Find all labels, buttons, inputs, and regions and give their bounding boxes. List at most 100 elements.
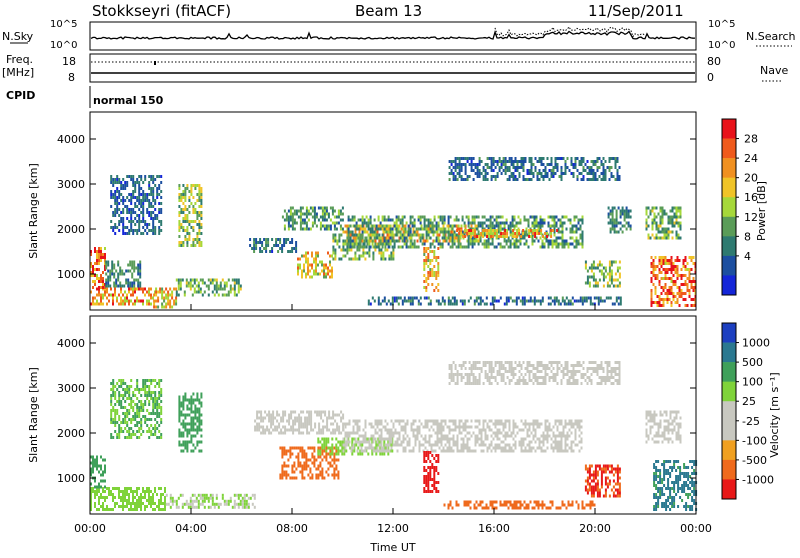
data-cell bbox=[520, 240, 522, 243]
data-cell bbox=[138, 391, 140, 394]
data-cell bbox=[617, 178, 619, 181]
colorbar-tick-label: 28 bbox=[744, 133, 758, 146]
data-cell bbox=[220, 288, 222, 291]
data-cell bbox=[591, 264, 593, 267]
data-cell bbox=[190, 402, 192, 405]
data-cell bbox=[364, 258, 366, 261]
data-cell bbox=[248, 506, 250, 509]
data-cell bbox=[409, 438, 411, 441]
data-cell bbox=[92, 471, 94, 474]
data-cell bbox=[144, 385, 146, 388]
data-cell bbox=[332, 411, 334, 414]
data-cell bbox=[117, 261, 119, 264]
data-cell bbox=[377, 441, 379, 444]
data-cell bbox=[295, 477, 297, 480]
data-cell bbox=[333, 447, 335, 450]
data-cell bbox=[194, 291, 196, 294]
data-cell bbox=[333, 453, 335, 456]
data-cell bbox=[122, 388, 124, 391]
data-cell bbox=[142, 490, 144, 493]
data-cell bbox=[453, 160, 455, 163]
data-cell bbox=[369, 441, 371, 444]
data-cell bbox=[557, 157, 559, 160]
data-cell bbox=[418, 228, 420, 231]
data-cell bbox=[490, 219, 492, 222]
data-cell bbox=[306, 417, 308, 420]
data-cell bbox=[548, 297, 550, 300]
data-cell bbox=[192, 279, 194, 282]
data-cell bbox=[465, 178, 467, 181]
data-cell bbox=[389, 441, 391, 444]
data-cell bbox=[330, 432, 332, 435]
data-cell bbox=[663, 289, 665, 292]
data-cell bbox=[681, 277, 683, 280]
data-cell bbox=[301, 273, 303, 276]
data-cell bbox=[270, 420, 272, 423]
data-cell bbox=[337, 477, 339, 480]
data-cell bbox=[375, 423, 377, 426]
data-cell bbox=[297, 273, 299, 276]
data-cell bbox=[486, 246, 488, 249]
data-cell bbox=[287, 465, 289, 468]
data-cell bbox=[294, 228, 296, 231]
data-cell bbox=[479, 163, 481, 166]
data-cell bbox=[129, 282, 131, 285]
data-cell bbox=[609, 270, 611, 273]
data-cell bbox=[464, 229, 466, 232]
data-cell bbox=[646, 207, 648, 210]
data-cell bbox=[593, 178, 595, 181]
data-cell bbox=[198, 288, 200, 291]
data-cell bbox=[510, 240, 512, 243]
data-cell bbox=[438, 222, 440, 225]
data-cell bbox=[104, 253, 106, 256]
data-cell bbox=[343, 438, 345, 441]
data-cell bbox=[334, 225, 336, 228]
data-cell bbox=[593, 261, 595, 264]
data-cell bbox=[549, 163, 551, 166]
data-cell bbox=[110, 175, 112, 178]
data-cell bbox=[388, 243, 390, 246]
data-cell bbox=[578, 243, 580, 246]
data-cell bbox=[142, 291, 144, 294]
data-cell bbox=[597, 178, 599, 181]
data-cell bbox=[158, 436, 160, 439]
data-cell bbox=[317, 264, 319, 267]
data-cell bbox=[614, 219, 616, 222]
data-cell bbox=[465, 169, 467, 172]
data-cell bbox=[111, 267, 113, 270]
data-cell bbox=[377, 447, 379, 450]
data-cell bbox=[303, 462, 305, 465]
data-cell bbox=[435, 271, 437, 274]
data-cell bbox=[198, 441, 200, 444]
data-cell bbox=[543, 157, 545, 160]
data-cell bbox=[326, 420, 328, 423]
data-cell bbox=[377, 432, 379, 435]
data-cell bbox=[148, 214, 150, 217]
data-cell bbox=[126, 175, 128, 178]
data-cell bbox=[553, 169, 555, 172]
data-cell bbox=[321, 447, 323, 450]
data-cell bbox=[114, 403, 116, 406]
data-cell bbox=[534, 216, 536, 219]
data-cell bbox=[120, 303, 122, 306]
data-cell bbox=[148, 223, 150, 226]
data-cell bbox=[127, 279, 129, 282]
data-cell bbox=[204, 291, 206, 294]
data-cell bbox=[379, 435, 381, 438]
data-cell bbox=[198, 282, 200, 285]
data-cell bbox=[473, 163, 475, 166]
data-cell bbox=[323, 441, 325, 444]
data-cell bbox=[506, 297, 508, 300]
data-cell bbox=[295, 456, 297, 459]
data-cell bbox=[369, 438, 371, 441]
data-cell bbox=[374, 225, 376, 228]
data-cell bbox=[224, 288, 226, 291]
data-cell bbox=[334, 249, 336, 252]
data-cell bbox=[144, 196, 146, 199]
data-cell bbox=[485, 163, 487, 166]
data-cell bbox=[516, 232, 518, 235]
data-cell bbox=[582, 234, 584, 237]
data-cell bbox=[144, 220, 146, 223]
data-cell bbox=[118, 220, 120, 223]
data-cell bbox=[334, 237, 336, 240]
